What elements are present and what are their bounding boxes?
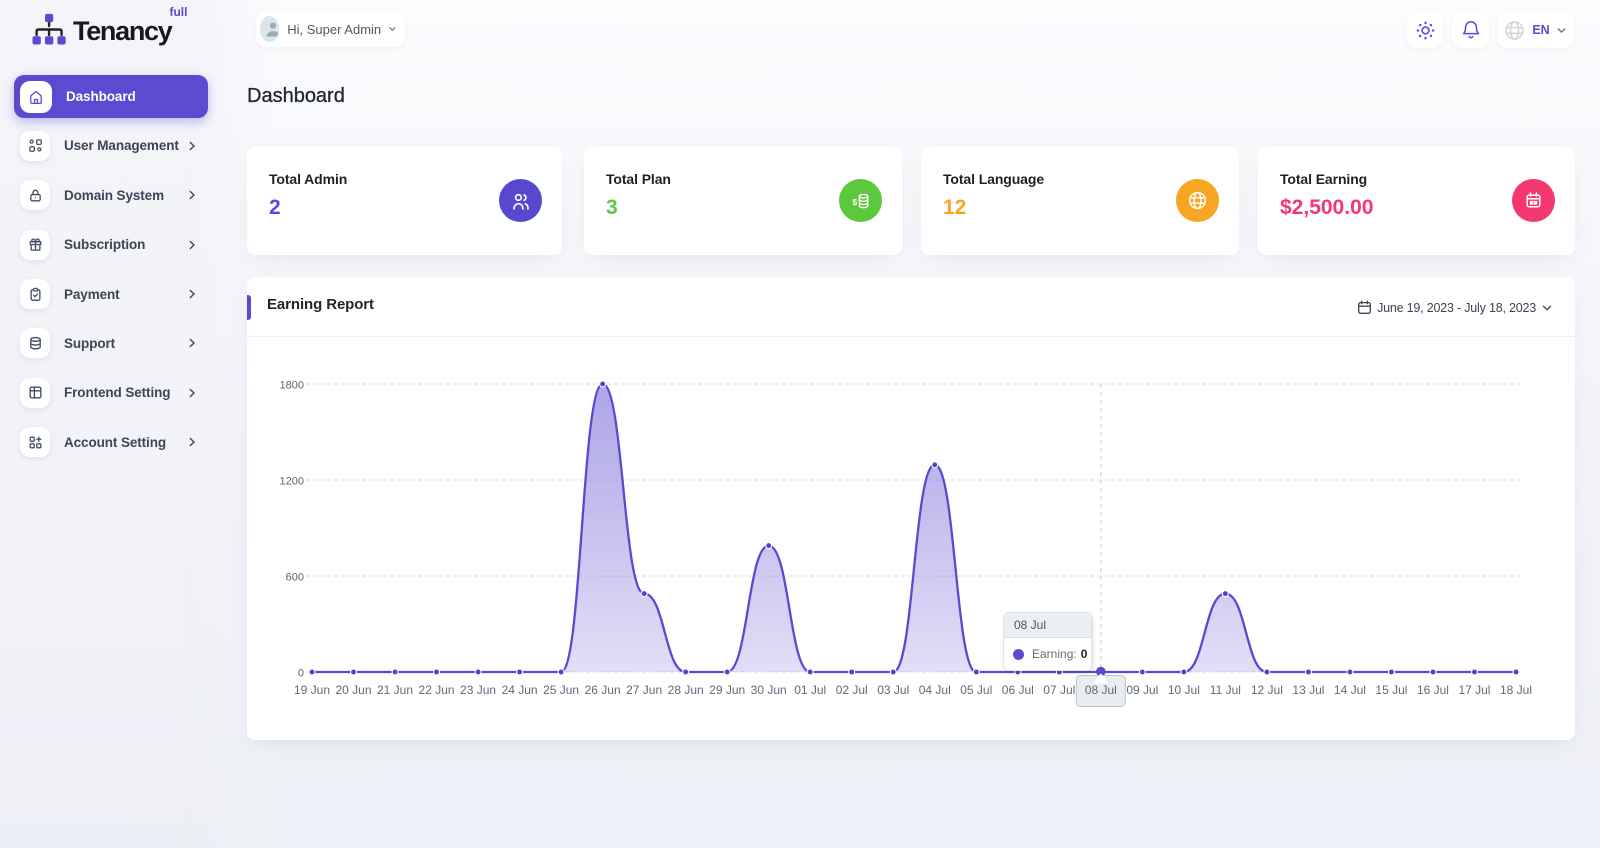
svg-text:1200: 1200 xyxy=(280,476,304,488)
svg-text:20 Jun: 20 Jun xyxy=(336,683,372,697)
svg-text:25 Jun: 25 Jun xyxy=(543,683,579,697)
svg-text:14 Jul: 14 Jul xyxy=(1334,683,1366,697)
svg-text:11 Jul: 11 Jul xyxy=(1210,683,1241,697)
svg-text:28 Jun: 28 Jun xyxy=(668,683,704,697)
svg-text:19 Jun: 19 Jun xyxy=(294,683,330,697)
svg-text:23 Jun: 23 Jun xyxy=(460,683,496,697)
svg-text:24 Jun: 24 Jun xyxy=(502,683,538,697)
svg-text:05 Jul: 05 Jul xyxy=(960,683,992,697)
svg-text:15 Jul: 15 Jul xyxy=(1375,683,1407,697)
svg-text:07 Jul: 07 Jul xyxy=(1043,683,1075,697)
svg-text:17 Jul: 17 Jul xyxy=(1458,683,1490,697)
svg-text:06 Jul: 06 Jul xyxy=(1002,683,1034,697)
svg-text:01 Jul: 01 Jul xyxy=(794,683,826,697)
svg-text:26 Jun: 26 Jun xyxy=(585,683,621,697)
svg-text:09 Jul: 09 Jul xyxy=(1126,683,1158,697)
svg-text:04 Jul: 04 Jul xyxy=(919,683,951,697)
svg-text:18 Jul: 18 Jul xyxy=(1500,683,1532,697)
svg-text:02 Jul: 02 Jul xyxy=(836,683,868,697)
svg-text:27 Jun: 27 Jun xyxy=(626,683,662,697)
svg-text:29 Jun: 29 Jun xyxy=(709,683,745,697)
svg-text:$: $ xyxy=(852,196,857,206)
svg-text:10 Jul: 10 Jul xyxy=(1168,683,1200,697)
svg-text:16 Jul: 16 Jul xyxy=(1417,683,1449,697)
svg-text:13 Jul: 13 Jul xyxy=(1292,683,1324,697)
svg-text:30 Jun: 30 Jun xyxy=(751,683,787,697)
svg-text:21 Jun: 21 Jun xyxy=(377,683,413,697)
svg-text:03 Jul: 03 Jul xyxy=(877,683,909,697)
svg-text:0: 0 xyxy=(298,668,304,680)
svg-text:1800: 1800 xyxy=(280,380,304,392)
svg-text:600: 600 xyxy=(286,572,304,584)
svg-text:12 Jul: 12 Jul xyxy=(1251,683,1283,697)
svg-text:22 Jun: 22 Jun xyxy=(419,683,455,697)
svg-text:08 Jul: 08 Jul xyxy=(1085,683,1117,697)
